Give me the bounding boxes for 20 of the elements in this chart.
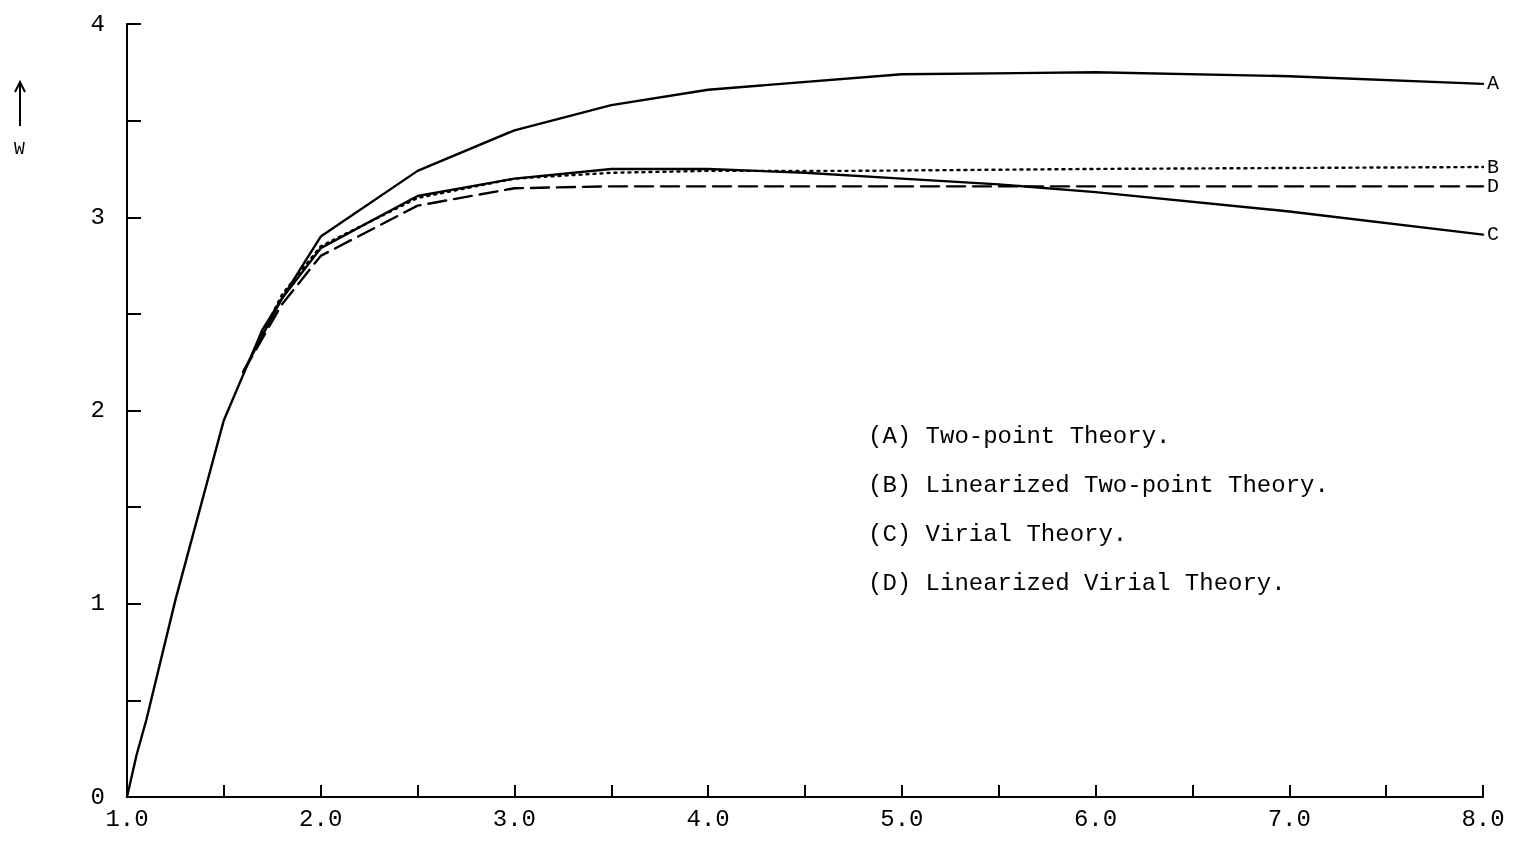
y-tick-label: 2 <box>90 397 105 424</box>
x-tick-label: 1.0 <box>105 805 149 833</box>
annotation: (C) Virial Theory. <box>868 520 1128 548</box>
annotation: (D) Linearized Virial Theory. <box>868 569 1286 597</box>
y-tick-label: 1 <box>90 590 105 618</box>
series-label: C <box>1487 223 1500 247</box>
annotation: (B) Linearized Two-point Theory. <box>868 471 1329 499</box>
series-label: A <box>1487 72 1500 96</box>
y-tick-label: 0 <box>90 783 105 811</box>
y-axis-title: W <box>14 139 25 159</box>
annotation: (A) Two-point Theory. <box>868 422 1171 450</box>
x-tick-label: 4.0 <box>686 805 730 833</box>
y-tick-label: 3 <box>90 203 105 231</box>
y-tick-label: 4 <box>90 10 105 38</box>
x-tick-label: 6.0 <box>1073 805 1118 833</box>
x-tick-label: 7.0 <box>1267 805 1311 833</box>
x-tick-label: 5.0 <box>880 805 924 833</box>
x-tick-label: 3.0 <box>492 805 537 833</box>
x-tick-label: 2.0 <box>299 805 343 833</box>
x-tick-label: 8.0 <box>1461 805 1505 833</box>
